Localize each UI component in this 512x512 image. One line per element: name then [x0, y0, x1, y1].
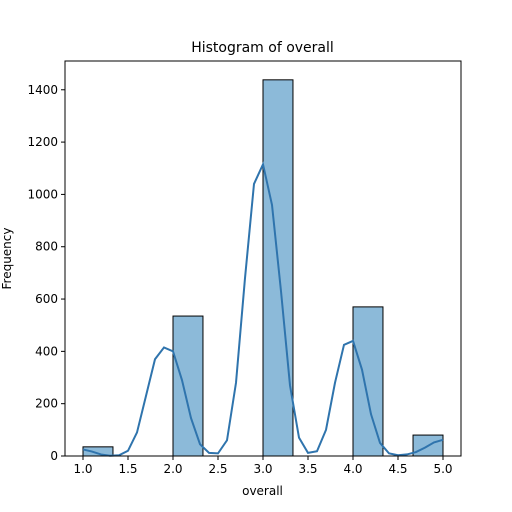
x-tick-label: 1.5: [118, 462, 137, 476]
x-tick-label: 4.0: [343, 462, 362, 476]
y-tick-label: 0: [50, 449, 58, 463]
chart-title: Histogram of overall: [191, 40, 334, 56]
y-tick-label: 1400: [27, 83, 58, 97]
x-axis-ticks: 1.0 1.5 2.0 2.5 3.0 3.5 4.0 4.5 5.0: [73, 456, 453, 476]
kde-curve: [82, 161, 444, 457]
histogram-bar-2: [172, 315, 204, 457]
y-tick-label: 800: [35, 240, 58, 254]
x-tick-label: 3.0: [253, 462, 272, 476]
y-tick-label: 600: [35, 292, 58, 306]
x-tick-label: 1.0: [73, 462, 92, 476]
histogram-bar-3: [262, 79, 294, 457]
x-axis-label: overall: [242, 484, 283, 498]
x-tick-label: 3.5: [298, 462, 317, 476]
y-tick-label: 1200: [27, 135, 58, 149]
x-tick-label: 2.0: [163, 462, 182, 476]
histogram-bar-4: [352, 306, 384, 457]
y-tick-label: 1000: [27, 187, 58, 201]
y-tick-label: 200: [35, 397, 58, 411]
y-tick-label: 400: [35, 344, 58, 358]
x-tick-label: 4.5: [388, 462, 407, 476]
y-axis-ticks: 0 200 400 600 800 1000 1200 1400: [27, 83, 65, 463]
y-axis-label: Frequency: [0, 228, 14, 290]
x-tick-label: 2.5: [208, 462, 227, 476]
bars-group: [82, 79, 444, 457]
x-tick-label: 5.0: [433, 462, 452, 476]
